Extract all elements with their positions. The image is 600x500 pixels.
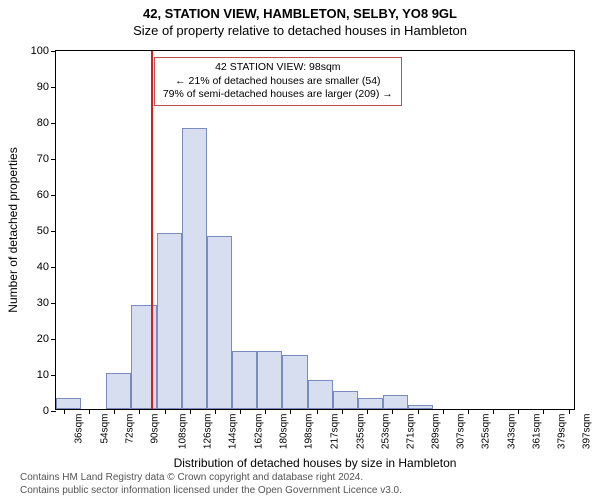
xtick-mark xyxy=(342,409,343,414)
footer-line-2: Contains public sector information licen… xyxy=(20,485,402,498)
xtick-label: 180sqm xyxy=(278,414,289,450)
xtick-label: 36sqm xyxy=(74,414,85,444)
xtick-label: 72sqm xyxy=(124,414,135,444)
ytick-mark xyxy=(51,375,56,376)
xtick-mark xyxy=(240,409,241,414)
xtick-mark xyxy=(569,409,570,414)
xtick-mark xyxy=(89,409,90,414)
xtick-label: 162sqm xyxy=(253,414,264,450)
xtick-mark xyxy=(443,409,444,414)
infobox-line-1: 42 STATION VIEW: 98sqm xyxy=(163,61,393,75)
histogram-bar xyxy=(182,128,207,409)
xtick-label: 144sqm xyxy=(228,414,239,450)
xtick-label: 235sqm xyxy=(355,414,366,450)
footer-line-1: Contains HM Land Registry data © Crown c… xyxy=(20,472,402,485)
histogram-bar xyxy=(308,380,333,409)
histogram-bar xyxy=(383,395,408,409)
ytick-label: 10 xyxy=(37,369,49,381)
ytick-label: 100 xyxy=(31,45,49,57)
footer-attribution: Contains HM Land Registry data © Crown c… xyxy=(20,472,402,497)
xtick-label: 90sqm xyxy=(149,414,160,444)
ytick-label: 50 xyxy=(37,225,49,237)
plot-frame: 010203040506070809010036sqm54sqm72sqm90s… xyxy=(55,50,575,410)
xtick-mark xyxy=(468,409,469,414)
ytick-label: 20 xyxy=(37,333,49,345)
ytick-label: 30 xyxy=(37,297,49,309)
ytick-mark xyxy=(51,159,56,160)
histogram-bar xyxy=(408,405,433,409)
histogram-bar xyxy=(358,398,383,409)
ytick-mark xyxy=(51,231,56,232)
xtick-mark xyxy=(317,409,318,414)
ytick-mark xyxy=(51,87,56,88)
histogram-bar xyxy=(207,236,232,409)
ytick-mark xyxy=(51,195,56,196)
ytick-mark xyxy=(51,339,56,340)
ytick-mark xyxy=(51,51,56,52)
xtick-mark xyxy=(114,409,115,414)
histogram-bar xyxy=(333,391,358,409)
xtick-mark xyxy=(418,409,419,414)
chart-title-sub: Size of property relative to detached ho… xyxy=(0,21,600,38)
xtick-mark xyxy=(367,409,368,414)
xtick-label: 108sqm xyxy=(177,414,188,450)
ytick-mark xyxy=(51,123,56,124)
ytick-label: 90 xyxy=(37,81,49,93)
xtick-mark xyxy=(543,409,544,414)
marker-info-box: 42 STATION VIEW: 98sqm← 21% of detached … xyxy=(154,57,402,106)
xtick-mark xyxy=(139,409,140,414)
xtick-label: 379sqm xyxy=(556,414,567,450)
xtick-mark xyxy=(265,409,266,414)
xtick-label: 271sqm xyxy=(405,414,416,450)
xtick-label: 361sqm xyxy=(531,414,542,450)
xtick-mark xyxy=(165,409,166,414)
xtick-label: 289sqm xyxy=(430,414,441,450)
xtick-label: 126sqm xyxy=(202,414,213,450)
histogram-bar xyxy=(257,351,282,409)
ytick-label: 60 xyxy=(37,189,49,201)
ytick-label: 40 xyxy=(37,261,49,273)
ytick-label: 80 xyxy=(37,117,49,129)
ytick-label: 0 xyxy=(43,405,49,417)
ytick-mark xyxy=(51,303,56,304)
xtick-mark xyxy=(493,409,494,414)
xtick-mark xyxy=(215,409,216,414)
ytick-mark xyxy=(51,411,56,412)
xtick-mark xyxy=(290,409,291,414)
property-marker-line xyxy=(151,51,153,409)
y-axis-label: Number of detached properties xyxy=(6,147,20,312)
xtick-label: 217sqm xyxy=(330,414,341,450)
xtick-label: 397sqm xyxy=(581,414,592,450)
xtick-label: 307sqm xyxy=(455,414,466,450)
plot-area: 010203040506070809010036sqm54sqm72sqm90s… xyxy=(55,50,575,410)
xtick-mark xyxy=(518,409,519,414)
xtick-label: 54sqm xyxy=(99,414,110,444)
xtick-mark xyxy=(64,409,65,414)
xtick-label: 198sqm xyxy=(303,414,314,450)
xtick-label: 343sqm xyxy=(506,414,517,450)
histogram-bar xyxy=(56,398,81,409)
xtick-label: 325sqm xyxy=(481,414,492,450)
infobox-line-2: ← 21% of detached houses are smaller (54… xyxy=(163,75,393,89)
xtick-label: 253sqm xyxy=(380,414,391,450)
histogram-bar xyxy=(131,305,156,409)
ytick-label: 70 xyxy=(37,153,49,165)
xtick-mark xyxy=(392,409,393,414)
histogram-bar xyxy=(106,373,131,409)
histogram-bar xyxy=(282,355,307,409)
ytick-mark xyxy=(51,267,56,268)
infobox-line-3: 79% of semi-detached houses are larger (… xyxy=(163,88,393,102)
chart-title-main: 42, STATION VIEW, HAMBLETON, SELBY, YO8 … xyxy=(0,0,600,21)
histogram-bar xyxy=(232,351,257,409)
x-axis-label: Distribution of detached houses by size … xyxy=(174,456,457,470)
histogram-bar xyxy=(157,233,182,409)
xtick-mark xyxy=(190,409,191,414)
